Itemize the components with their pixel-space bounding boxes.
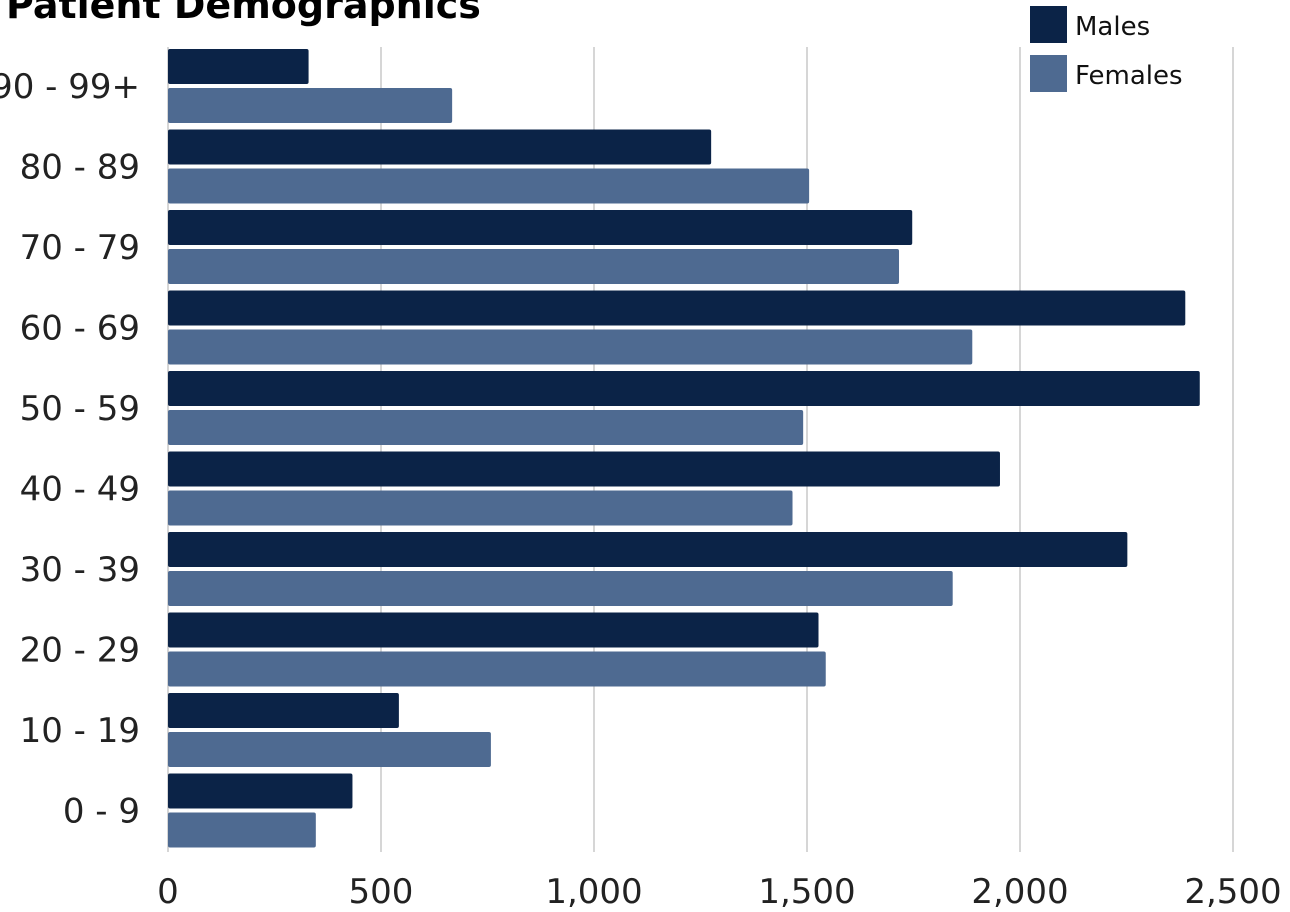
bar-males-30-39 <box>168 532 1128 567</box>
y-category-label: 10 - 19 <box>20 711 140 751</box>
bar-females-20-29 <box>168 651 826 687</box>
x-tick-label: 500 <box>349 872 414 912</box>
bar-females-0-9 <box>168 812 316 848</box>
y-category-label: 80 - 89 <box>20 148 140 188</box>
legend: Males Females <box>1030 6 1183 92</box>
bar-males-40-49 <box>168 451 1000 487</box>
bar-females-50-59 <box>168 410 804 445</box>
x-tick-label: 1,000 <box>545 872 642 912</box>
bar-females-70-79 <box>168 249 900 284</box>
gridlines <box>167 47 1234 852</box>
bar-females-10-19 <box>168 732 491 767</box>
x-tick-label: 0 <box>157 872 179 912</box>
bar-females-40-49 <box>168 490 793 526</box>
x-tick-label: 2,500 <box>1184 872 1281 912</box>
y-category-label: 20 - 29 <box>20 631 140 671</box>
x-tick-label: 1,500 <box>758 872 855 912</box>
legend-label-males: Males <box>1075 12 1150 42</box>
bars <box>168 49 1200 848</box>
legend-label-females: Females <box>1075 61 1183 91</box>
bar-females-80-89 <box>168 168 810 204</box>
chart-title: Patient Demographics <box>6 0 481 27</box>
x-tick-label: 2,000 <box>971 872 1068 912</box>
y-category-label: 50 - 59 <box>20 389 140 429</box>
bar-females-90-99- <box>168 88 453 123</box>
y-category-label: 60 - 69 <box>20 309 140 349</box>
bar-males-20-29 <box>168 612 819 648</box>
y-category-label: 0 - 9 <box>63 792 140 832</box>
bar-males-50-59 <box>168 371 1200 406</box>
bar-males-70-79 <box>168 210 913 245</box>
bar-males-90-99- <box>168 49 309 84</box>
bar-males-80-89 <box>168 129 712 165</box>
bar-males-10-19 <box>168 693 399 728</box>
y-category-label: 40 - 49 <box>20 470 140 510</box>
legend-swatch-males <box>1030 6 1067 43</box>
bar-females-30-39 <box>168 571 953 606</box>
y-category-label: 30 - 39 <box>20 550 140 590</box>
y-category-label: 90 - 99+ <box>0 67 140 107</box>
bar-males-60-69 <box>168 290 1186 326</box>
bar-males-0-9 <box>168 773 353 809</box>
axis-labels: 0 500 1,000 1,500 2,000 2,500 90 - 99+ 80 - 89 7… <box>0 67 1282 912</box>
bar-females-60-69 <box>168 329 973 365</box>
legend-swatch-females <box>1030 55 1067 92</box>
y-category-label: 70 - 79 <box>20 228 140 268</box>
